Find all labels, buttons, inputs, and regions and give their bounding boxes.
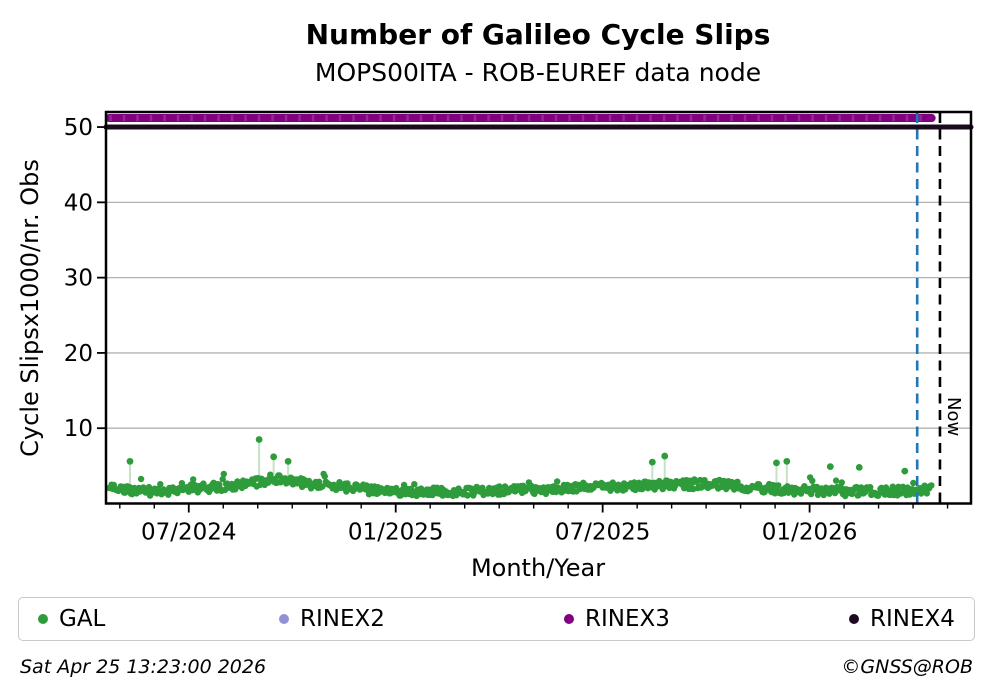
y-tick-label: 20 — [64, 341, 93, 367]
legend-label: RINEX3 — [585, 606, 670, 632]
rinex4-marker-icon — [849, 614, 859, 624]
legend-label: RINEX2 — [300, 606, 385, 632]
timestamp-text: Sat Apr 25 13:23:00 2026 — [20, 656, 267, 678]
legend-item-gal: GAL — [38, 598, 105, 640]
legend-label: RINEX4 — [870, 606, 955, 632]
x-axis-label: Month/Year — [471, 554, 605, 582]
now-line-label: Now — [943, 397, 964, 436]
legend-item-rinex4: RINEX4 — [849, 598, 955, 640]
x-tick-label: 01/2025 — [348, 520, 444, 546]
plot-frame — [104, 110, 973, 505]
x-tick-label: 01/2026 — [762, 520, 858, 546]
rinex3-marker-icon — [564, 614, 574, 624]
x-tick-label: 07/2025 — [555, 520, 651, 546]
plot-area — [103, 114, 974, 500]
legend-item-rinex3: RINEX3 — [564, 598, 670, 640]
legend-label: GAL — [59, 606, 106, 632]
y-gridlines — [106, 126, 971, 429]
legend-item-rinex2: RINEX2 — [279, 598, 385, 640]
y-tick-label: 50 — [64, 115, 93, 141]
y-axis-label: Cycle Slipsx1000/nr. Obs — [16, 159, 44, 457]
y-tick-label: 40 — [64, 190, 93, 216]
y-tick-label: 10 — [64, 416, 93, 442]
chart-title: Number of Galileo Cycle Slips — [306, 18, 771, 51]
rinex2-marker-icon — [279, 614, 289, 624]
y-tick-label: 30 — [64, 266, 93, 292]
x-axis: 07/2024 01/2025 07/2025 01/2026 — [141, 503, 858, 546]
legend: GAL RINEX2 RINEX3 RINEX4 — [18, 597, 975, 641]
x-tick-label: 07/2024 — [141, 520, 237, 546]
series-gal-points — [106, 436, 935, 500]
copyright-text: ©GNSS@ROB — [841, 656, 973, 678]
y-axis: 10 20 30 40 50 — [64, 115, 106, 442]
gal-marker-icon — [38, 614, 48, 624]
chart-canvas: Number of Galileo Cycle Slips MOPS00ITA … — [16, 18, 974, 582]
chart-subtitle: MOPS00ITA - ROB-EUREF data node — [315, 58, 761, 87]
